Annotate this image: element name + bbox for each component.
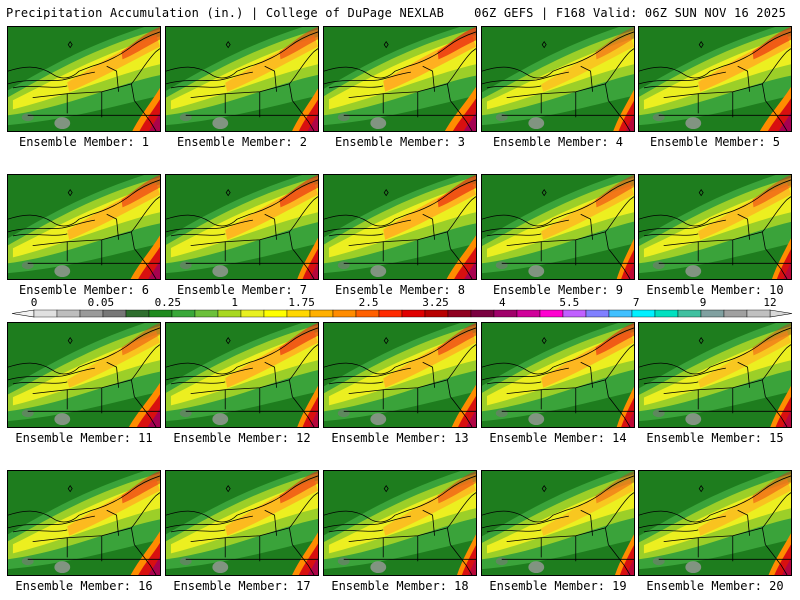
- colorbar-swatch: [470, 309, 495, 318]
- colorbar-swatch: [355, 309, 380, 318]
- ensemble-member-map: [7, 26, 161, 132]
- ensemble-member-label: Ensemble Member: 11: [15, 431, 153, 445]
- colorbar-swatch: [677, 309, 702, 318]
- colorbar-tick-label: 1: [231, 296, 239, 309]
- ensemble-member-map: [165, 174, 319, 280]
- ensemble-member-label: Ensemble Member: 14: [489, 431, 627, 445]
- ensemble-member-map: [638, 322, 792, 428]
- colorbar-swatch: [33, 309, 58, 318]
- colorbar-scale: [11, 309, 793, 318]
- map-title: Precipitation Accumulation (in.) | Colle…: [6, 6, 445, 20]
- ensemble-member-map: [638, 470, 792, 576]
- colorbar-swatch: [608, 309, 633, 318]
- colorbar-swatch: [240, 309, 265, 318]
- ensemble-member-label: Ensemble Member: 18: [331, 579, 469, 593]
- colorbar-tick-label: 0: [30, 296, 38, 309]
- ensemble-member-label: Ensemble Member: 10: [646, 283, 784, 297]
- run-valid-time: 06Z GEFS | F168 Valid: 06Z SUN NOV 16 20…: [474, 6, 786, 20]
- ensemble-member-label: Ensemble Member: 8: [334, 283, 466, 297]
- ensemble-member-label: Ensemble Member: 19: [489, 579, 627, 593]
- colorbar-swatch: [493, 309, 518, 318]
- ensemble-member-label: Ensemble Member: 12: [173, 431, 311, 445]
- colorbar-swatch: [700, 309, 725, 318]
- colorbar-swatch: [125, 309, 150, 318]
- ensemble-member-map: [323, 322, 477, 428]
- ensemble-member-map: [165, 26, 319, 132]
- colorbar-tick-label: 0.05: [87, 296, 115, 309]
- ensemble-member-label: Ensemble Member: 20: [646, 579, 784, 593]
- colorbar-swatch: [56, 309, 81, 318]
- colorbar-tick-label: 7: [632, 296, 640, 309]
- ensemble-member-map: [481, 174, 635, 280]
- colorbar-swatch: [585, 309, 610, 318]
- ensemble-member-map: [7, 322, 161, 428]
- ensemble-member-label: Ensemble Member: 2: [176, 135, 308, 149]
- colorbar-swatch: [286, 309, 311, 318]
- ensemble-member-label: Ensemble Member: 9: [492, 283, 624, 297]
- ensemble-member-map: [638, 26, 792, 132]
- colorbar-swatch: [631, 309, 656, 318]
- colorbar-tick-label: 12: [763, 296, 777, 309]
- colorbar-swatch: [447, 309, 472, 318]
- ensemble-member-map: [323, 470, 477, 576]
- colorbar-tick-label: 3.25: [422, 296, 449, 309]
- ensemble-member-label: Ensemble Member: 16: [15, 579, 153, 593]
- ensemble-member-map: [7, 174, 161, 280]
- ensemble-member-map: [638, 174, 792, 280]
- ensemble-member-map: [481, 470, 635, 576]
- colorbar-swatch: [217, 309, 242, 318]
- ensemble-member-map: [323, 26, 477, 132]
- colorbar-swatch: [654, 309, 679, 318]
- colorbar-swatch: [723, 309, 748, 318]
- colorbar-tick-label: 4: [499, 296, 506, 309]
- ensemble-member-label: Ensemble Member: 13: [331, 431, 469, 445]
- colorbar-min-arrow: [11, 309, 35, 318]
- colorbar-swatch: [378, 309, 403, 318]
- colorbar-tick-label: 0.25: [154, 296, 182, 309]
- colorbar-swatch: [171, 309, 196, 318]
- colorbar-swatch: [516, 309, 541, 318]
- colorbar-swatch: [148, 309, 173, 318]
- ensemble-member-map: [7, 470, 161, 576]
- ensemble-member-map: [165, 322, 319, 428]
- ensemble-member-label: Ensemble Member: 6: [18, 283, 150, 297]
- ensemble-member-label: Ensemble Member: 3: [334, 135, 466, 149]
- ensemble-member-label: Ensemble Member: 1: [18, 135, 150, 149]
- colorbar-swatch: [401, 309, 426, 318]
- ensemble-member-label: Ensemble Member: 7: [176, 283, 308, 297]
- ensemble-member-map: [481, 26, 635, 132]
- ensemble-member-map: [481, 322, 635, 428]
- ensemble-member-label: Ensemble Member: 17: [173, 579, 311, 593]
- ensemble-member-label: Ensemble Member: 15: [646, 431, 784, 445]
- colorbar-tick-label: 5.5: [559, 296, 580, 309]
- colorbar-tick-label: 2.5: [358, 296, 379, 309]
- ensemble-member-label: Ensemble Member: 5: [649, 135, 781, 149]
- colorbar-tick-label: 9: [699, 296, 707, 309]
- ensemble-member-map: [165, 470, 319, 576]
- colorbar-max-arrow: [769, 309, 793, 318]
- colorbar-swatch: [746, 309, 771, 318]
- colorbar: 0 0.05 0.25 1 1.75 2.5 3.25 4 5.5 7 9 12: [0, 296, 800, 320]
- colorbar-swatch: [309, 309, 334, 318]
- colorbar-swatch: [194, 309, 219, 318]
- ensemble-member-map: [323, 174, 477, 280]
- colorbar-swatch: [332, 309, 357, 318]
- colorbar-tick-label: 1.75: [288, 296, 315, 309]
- colorbar-swatch: [424, 309, 449, 318]
- colorbar-swatch: [562, 309, 587, 318]
- colorbar-swatch: [102, 309, 127, 318]
- colorbar-swatch: [539, 309, 564, 318]
- colorbar-swatch: [263, 309, 288, 318]
- colorbar-swatch: [79, 309, 104, 318]
- ensemble-member-label: Ensemble Member: 4: [492, 135, 624, 149]
